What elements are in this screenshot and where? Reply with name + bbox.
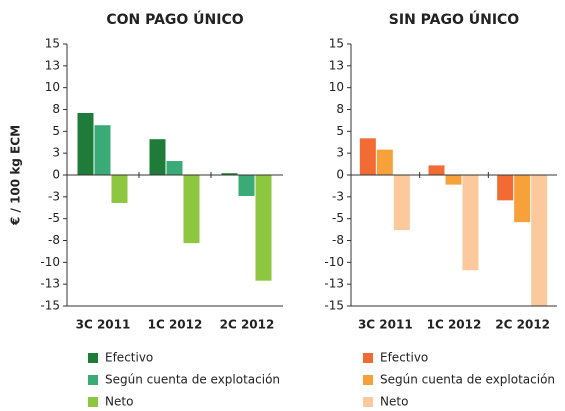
y-tick-label: 5	[52, 124, 60, 138]
x-tick-label: 2C 2012	[495, 318, 550, 332]
x-tick-label: 1C 2012	[427, 318, 482, 332]
legend-label: Según cuenta de explotación	[380, 373, 555, 387]
y-tick-label: 13	[329, 58, 344, 72]
y-tick-label: -3	[48, 189, 60, 203]
legend-swatch	[88, 353, 98, 363]
legend-label: Neto	[105, 395, 133, 408]
bar	[445, 175, 462, 185]
legend-swatch	[88, 375, 98, 385]
y-tick-label: -10	[40, 255, 60, 269]
y-tick-label: 0	[52, 168, 60, 182]
bar	[166, 161, 183, 175]
y-tick-label: 3	[52, 146, 60, 160]
bar	[77, 112, 94, 175]
legend-swatch	[88, 397, 98, 407]
y-tick-label: -15	[40, 299, 60, 313]
y-tick-label: -13	[324, 277, 344, 291]
legend-swatch	[363, 375, 373, 385]
legend-label: Efectivo	[105, 351, 153, 365]
legend-label: Neto	[380, 395, 408, 408]
y-tick-label: -15	[324, 299, 344, 313]
bar	[428, 165, 445, 175]
x-tick-label: 3C 2011	[358, 318, 413, 332]
y-tick-label: 8	[336, 102, 344, 116]
bar	[531, 175, 548, 306]
y-tick-label: 10	[329, 80, 344, 94]
chart-title: CON PAGO ÚNICO	[106, 10, 243, 28]
x-tick-label: 2C 2012	[220, 318, 275, 332]
y-tick-label: -10	[324, 255, 344, 269]
x-tick-label: 3C 2011	[76, 318, 131, 332]
y-tick-label: 10	[45, 80, 60, 94]
y-tick-label: -13	[40, 277, 60, 291]
y-tick-label: 15	[329, 37, 344, 51]
y-tick-label: 15	[45, 37, 60, 51]
bar	[255, 175, 272, 281]
y-tick-label: 8	[52, 102, 60, 116]
bar	[94, 125, 111, 175]
bar	[462, 175, 479, 271]
y-tick-label: 3	[336, 146, 344, 160]
legend-swatch	[363, 353, 373, 363]
y-tick-label: 0	[336, 168, 344, 182]
y-tick-label: -3	[332, 189, 344, 203]
bar	[359, 138, 376, 175]
x-tick-label: 1C 2012	[148, 318, 203, 332]
bar	[149, 139, 166, 175]
y-tick-label: -5	[332, 211, 344, 225]
bar	[393, 175, 410, 231]
y-tick-label: 5	[336, 124, 344, 138]
bar	[238, 175, 255, 196]
y-tick-label: -5	[48, 211, 60, 225]
chart-title: SIN PAGO ÚNICO	[389, 10, 520, 28]
y-tick-label: 13	[45, 58, 60, 72]
y-tick-label: -8	[332, 233, 344, 247]
legend-label: Efectivo	[380, 351, 428, 365]
y-tick-label: -8	[48, 233, 60, 247]
bar	[221, 173, 238, 175]
y-axis-label: € / 100 kg ECM	[9, 125, 23, 226]
bar	[514, 175, 531, 223]
bar	[111, 175, 128, 203]
legend-swatch	[363, 397, 373, 407]
bar	[497, 175, 514, 201]
bar	[183, 175, 200, 244]
bar	[376, 149, 393, 175]
legend-label: Según cuenta de explotación	[105, 373, 280, 387]
